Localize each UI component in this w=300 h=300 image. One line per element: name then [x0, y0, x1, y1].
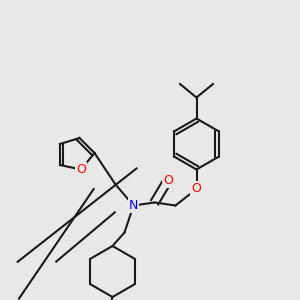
- Text: O: O: [163, 173, 173, 187]
- Text: N: N: [129, 199, 138, 212]
- Text: O: O: [192, 182, 201, 196]
- Text: O: O: [76, 163, 86, 176]
